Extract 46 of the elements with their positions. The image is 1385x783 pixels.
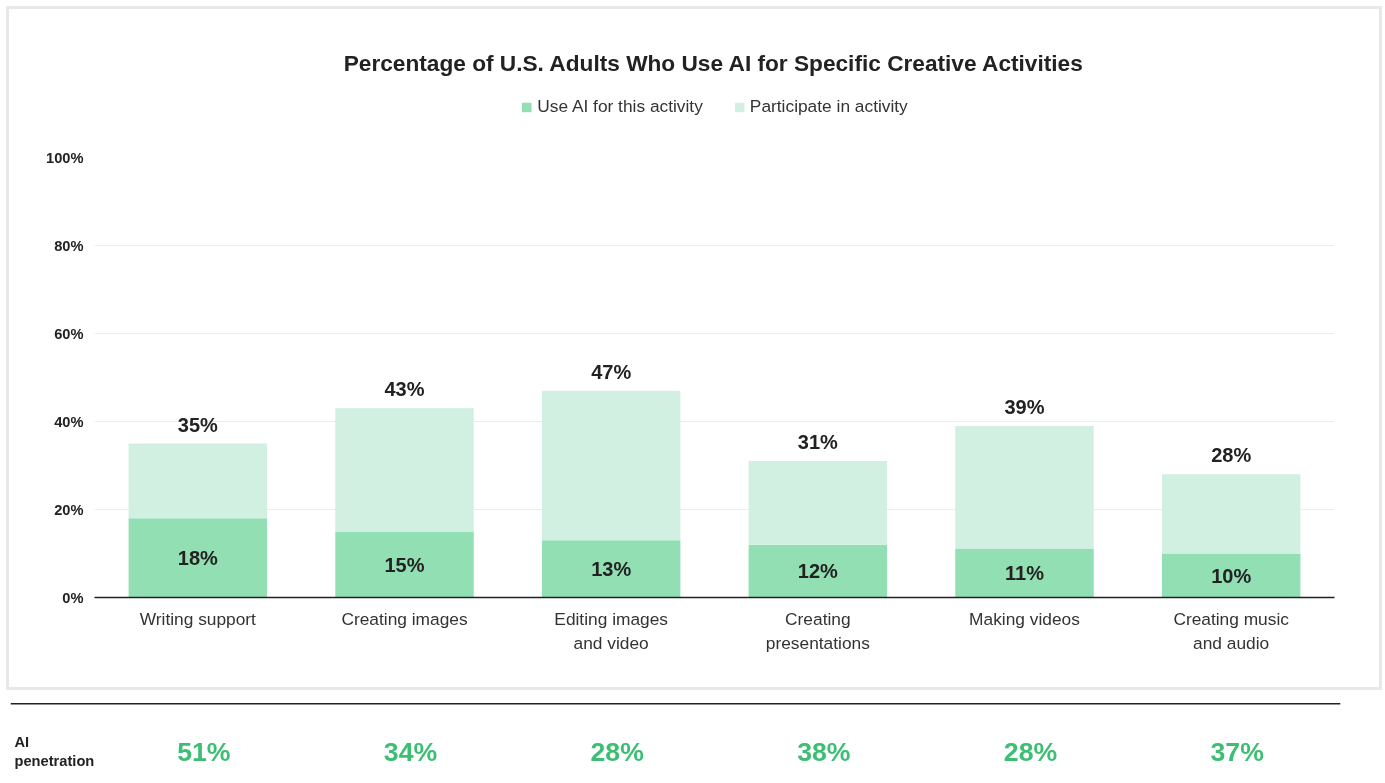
data-label: 13%	[591, 557, 632, 580]
text: 37%	[1210, 736, 1264, 767]
data-label: 15%	[384, 553, 425, 576]
x-tick-label: Creating images	[341, 608, 468, 629]
legend-label: Participate in activity	[749, 96, 908, 117]
y-tick-label: 60%	[54, 325, 84, 342]
data-label: 12%	[797, 560, 839, 583]
total-label: 39%	[1004, 395, 1045, 418]
bar	[955, 549, 1094, 598]
bar	[1161, 553, 1301, 598]
data-label: 11%	[1005, 562, 1045, 585]
x-tick-label: Making videos	[969, 608, 1081, 629]
y-tick-label: 0%	[62, 589, 84, 606]
legend-label: Use AI for this activity	[537, 96, 703, 117]
bar	[541, 540, 681, 598]
y-tick-label: 40%	[54, 413, 84, 430]
total-label: 35%	[177, 413, 219, 436]
bar	[335, 408, 474, 532]
data-label: 18%	[177, 546, 219, 569]
total-label: 47%	[591, 360, 632, 383]
text: 28%	[1003, 736, 1058, 767]
bar	[1161, 474, 1301, 554]
text: 28%	[590, 736, 644, 767]
y-tick-label: 80%	[54, 237, 84, 254]
text: AI penetration	[14, 734, 95, 770]
y-tick-label: 100%	[46, 149, 84, 166]
total-label: 43%	[384, 378, 425, 401]
data-label: 10%	[1211, 564, 1252, 587]
bar	[128, 518, 268, 598]
x-tick-label: Creating music and audio	[1173, 608, 1290, 653]
text: 51%	[177, 736, 231, 767]
text: 34%	[383, 736, 438, 767]
bar	[541, 390, 681, 541]
x-tick-label: Writing support	[139, 608, 257, 629]
total-label: 28%	[1211, 444, 1252, 467]
bar	[955, 425, 1094, 550]
bar	[748, 544, 888, 598]
x-tick-label: Editing images and video	[554, 608, 669, 653]
total-label: 31%	[797, 431, 839, 454]
chart-title: Percentage of U.S. Adults Who Use AI for Specific Creative Activities	[343, 49, 1083, 76]
bar	[748, 461, 888, 545]
bar	[128, 443, 268, 519]
y-tick-label: 20%	[54, 501, 84, 518]
x-tick-label: Creating presentations	[765, 608, 871, 653]
text: 38%	[797, 736, 851, 767]
bar	[335, 531, 474, 598]
